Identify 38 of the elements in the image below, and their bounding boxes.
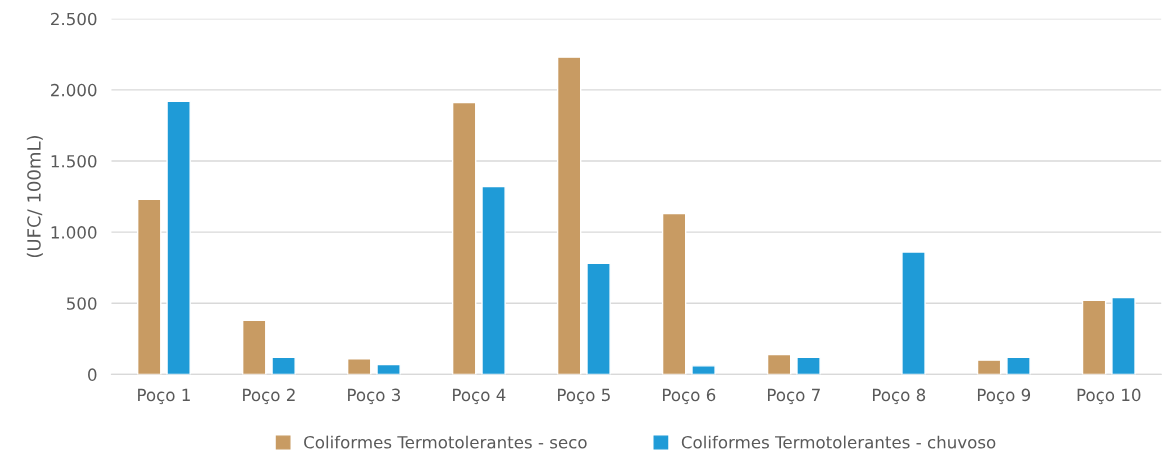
legend-label: Coliformes Termotolerantes - seco	[304, 435, 587, 449]
bar	[556, 56, 582, 375]
bar	[136, 198, 162, 375]
x-tick-label: Poço 4	[453, 388, 506, 405]
y-axis-title: (UFC/ 100mL)	[26, 136, 43, 258]
y-tick-label: 2.000	[51, 83, 97, 97]
x-tick-label: Poço 7	[768, 388, 820, 405]
x-tick-label: Poço 6	[663, 388, 716, 405]
bar	[166, 100, 191, 375]
x-tick-label: Poço 8	[872, 388, 926, 405]
bar	[376, 363, 401, 375]
bar	[271, 356, 296, 375]
x-tick-label: Poço 1	[138, 388, 190, 405]
bar	[901, 251, 926, 375]
bar	[1081, 299, 1107, 375]
y-tick-label: 0	[88, 368, 97, 381]
y-tick-label: 1.500	[51, 154, 97, 168]
bar	[661, 212, 687, 375]
x-tick-label: Poço 5	[558, 388, 610, 405]
bar	[586, 262, 611, 375]
bar	[1111, 296, 1136, 375]
bar	[481, 185, 506, 375]
y-tick-label: 2.500	[51, 12, 97, 26]
x-tick-label: Poço 9	[977, 388, 1031, 405]
x-tick-label: Poço 2	[243, 388, 295, 405]
y-tick-label: 1.000	[51, 226, 97, 239]
bar	[796, 356, 821, 375]
bar	[451, 101, 477, 375]
bar	[1006, 356, 1031, 375]
legend-label: Coliformes Termotolerantes - chuvoso	[681, 435, 996, 449]
bar	[766, 353, 792, 375]
bar	[976, 359, 1002, 375]
x-tick-label: Poço 10	[1077, 388, 1141, 405]
bar	[691, 365, 716, 375]
x-tick-label: Poço 3	[348, 388, 401, 405]
bar	[241, 319, 267, 375]
bar	[346, 358, 372, 375]
y-tick-label: 500	[67, 297, 97, 310]
